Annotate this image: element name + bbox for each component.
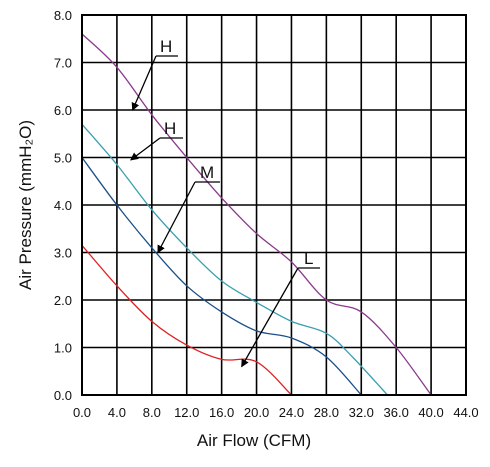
x-tick-labels: 0.0 4.0 8.0 12.0 16.0 20.0 24.0 28.0 32.0 36.0 40.… <box>73 405 479 420</box>
series-label: H <box>160 37 172 56</box>
y-axis-title: Air Pressure (mmH₂O) <box>16 120 35 290</box>
x-tick-label: 32.0 <box>349 405 374 420</box>
x-tick-label: 12.0 <box>174 405 199 420</box>
series-l-line <box>81 244 292 396</box>
series-h-high-line <box>81 33 432 396</box>
y-tick-label: 0.0 <box>54 388 72 403</box>
series-m-line <box>81 157 362 396</box>
leader-arrow <box>131 55 157 111</box>
x-tick-label: 0.0 <box>73 405 91 420</box>
leader-arrow <box>157 181 196 254</box>
y-tick-label: 2.0 <box>54 293 72 308</box>
series-group <box>81 33 432 396</box>
series-label: H <box>164 119 176 138</box>
x-tick-label: 20.0 <box>244 405 269 420</box>
plot-border <box>81 14 467 396</box>
x-tick-label: 8.0 <box>143 405 161 420</box>
series-label: L <box>304 249 313 268</box>
y-tick-label: 7.0 <box>54 56 72 71</box>
series-h-line <box>81 123 388 396</box>
y-tick-label: 4.0 <box>54 198 72 213</box>
leader-arrow <box>130 137 161 161</box>
x-axis-title: Air Flow (CFM) <box>197 431 311 450</box>
y-tick-label: 3.0 <box>54 246 72 261</box>
x-tick-label: 24.0 <box>279 405 304 420</box>
y-tick-labels: 0.0 1.0 2.0 3.0 4.0 5.0 6.0 7.0 8.0 <box>54 8 72 403</box>
x-tick-label: 36.0 <box>384 405 409 420</box>
y-tick-label: 5.0 <box>54 151 72 166</box>
x-tick-label: 16.0 <box>209 405 234 420</box>
leader-arrow <box>241 267 299 368</box>
plot-frame <box>81 14 467 396</box>
x-tick-label: 44.0 <box>453 405 478 420</box>
x-tick-label: 28.0 <box>314 405 339 420</box>
x-tick-label: 40.0 <box>418 405 443 420</box>
x-tick-label: 4.0 <box>108 405 126 420</box>
series-label: M <box>200 163 214 182</box>
y-tick-label: 1.0 <box>54 341 72 356</box>
grid <box>81 14 467 396</box>
y-tick-label: 6.0 <box>54 103 72 118</box>
y-tick-label: 8.0 <box>54 8 72 23</box>
series-labels: H H M L <box>130 37 320 368</box>
